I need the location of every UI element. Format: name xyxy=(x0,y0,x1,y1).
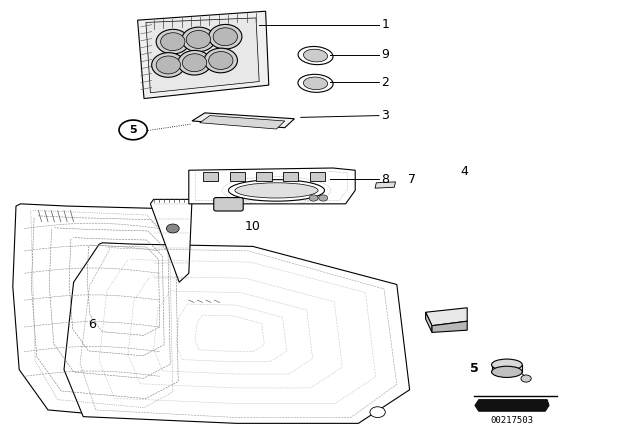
Polygon shape xyxy=(13,204,186,419)
Ellipse shape xyxy=(161,33,185,51)
Circle shape xyxy=(370,407,385,418)
Ellipse shape xyxy=(209,25,242,49)
Circle shape xyxy=(521,375,531,382)
FancyBboxPatch shape xyxy=(310,172,325,181)
Ellipse shape xyxy=(152,53,185,77)
FancyBboxPatch shape xyxy=(203,172,218,181)
Polygon shape xyxy=(138,11,269,99)
Ellipse shape xyxy=(492,366,522,377)
Text: 4: 4 xyxy=(461,164,468,178)
Text: 7: 7 xyxy=(408,172,417,186)
Ellipse shape xyxy=(204,48,237,73)
Polygon shape xyxy=(375,182,396,188)
Ellipse shape xyxy=(178,51,211,75)
Circle shape xyxy=(309,195,318,201)
FancyBboxPatch shape xyxy=(283,172,298,181)
Ellipse shape xyxy=(298,74,333,92)
Polygon shape xyxy=(64,243,410,423)
Ellipse shape xyxy=(182,27,215,52)
Ellipse shape xyxy=(156,30,189,54)
Polygon shape xyxy=(146,18,259,93)
Text: 2: 2 xyxy=(381,76,389,89)
FancyBboxPatch shape xyxy=(256,172,272,181)
Ellipse shape xyxy=(156,56,180,74)
Text: 5: 5 xyxy=(470,362,479,375)
Ellipse shape xyxy=(182,54,207,72)
Circle shape xyxy=(119,120,147,140)
Ellipse shape xyxy=(186,30,211,48)
Circle shape xyxy=(319,195,328,201)
Ellipse shape xyxy=(209,52,233,69)
Polygon shape xyxy=(150,199,192,282)
Polygon shape xyxy=(432,321,467,332)
Ellipse shape xyxy=(303,49,328,62)
Text: 10: 10 xyxy=(244,220,260,233)
Polygon shape xyxy=(475,400,549,411)
Polygon shape xyxy=(426,312,432,332)
Text: 5: 5 xyxy=(129,125,137,135)
Circle shape xyxy=(166,224,179,233)
Polygon shape xyxy=(426,308,467,326)
Ellipse shape xyxy=(492,359,522,370)
FancyBboxPatch shape xyxy=(214,198,243,211)
FancyBboxPatch shape xyxy=(230,172,245,181)
Text: 3: 3 xyxy=(381,109,389,122)
Polygon shape xyxy=(200,116,285,129)
Text: 1: 1 xyxy=(381,18,389,31)
Ellipse shape xyxy=(303,77,328,90)
Ellipse shape xyxy=(213,28,237,46)
Text: 6: 6 xyxy=(88,318,96,332)
Polygon shape xyxy=(189,168,355,204)
Text: 8: 8 xyxy=(381,172,389,186)
Text: 9: 9 xyxy=(381,48,389,61)
Text: 00217503: 00217503 xyxy=(490,416,534,425)
Ellipse shape xyxy=(298,47,333,65)
Polygon shape xyxy=(192,113,294,128)
Ellipse shape xyxy=(228,180,324,201)
Ellipse shape xyxy=(235,183,318,198)
